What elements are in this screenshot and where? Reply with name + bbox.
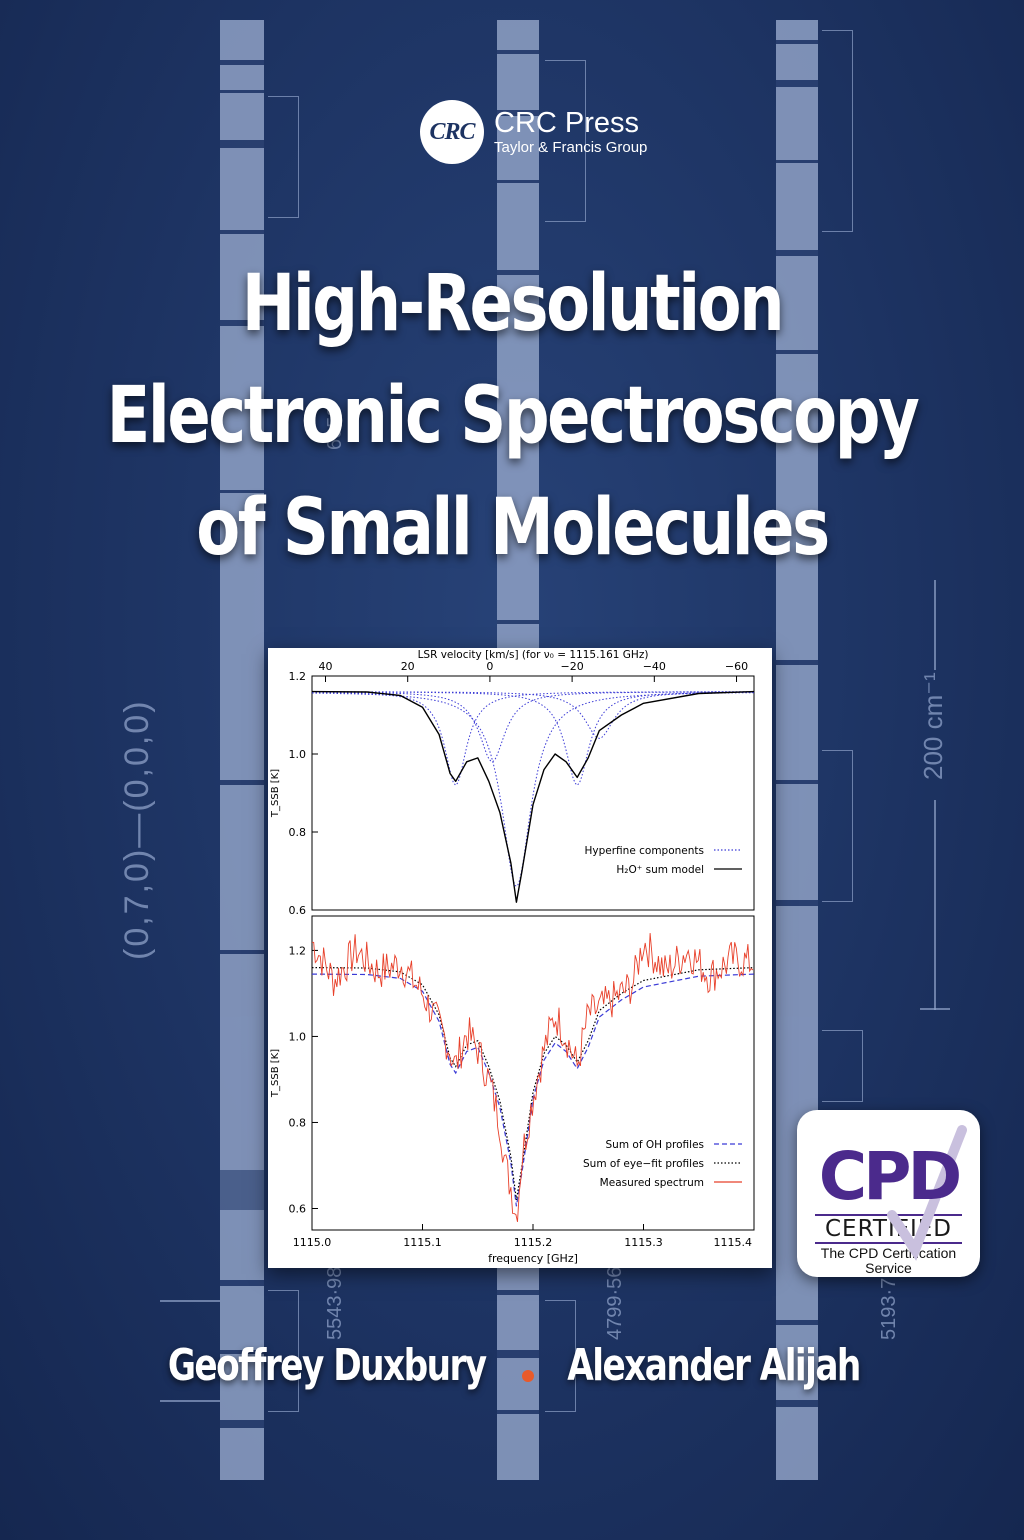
- scale-label: 200 cm⁻¹: [918, 672, 948, 780]
- panel-2-ytick-label: 0.6: [289, 1202, 307, 1215]
- publisher-name: CRC Press: [494, 107, 640, 139]
- title-line-3: of Small Molecules: [196, 483, 830, 573]
- measured-spectrum-line: [311, 933, 754, 1222]
- author-1: Geoffrey Duxbury: [167, 1340, 487, 1391]
- top-axis-label: LSR velocity [km/s] (for ν₀ = 1115.161 G…: [418, 649, 649, 661]
- authors: Geoffrey Duxbury Alexander Alijah: [0, 1340, 1024, 1391]
- legend-entry: Hyperfine components: [585, 845, 705, 857]
- xtick-label: 1115.2: [514, 1236, 553, 1249]
- wavelength-2: 5543·98: [324, 1266, 346, 1340]
- top-tick-label: −60: [725, 660, 748, 673]
- panel-2-ytick-label: 1.0: [289, 1030, 307, 1043]
- title-line-2: Electronic Spectroscopy: [106, 371, 920, 461]
- hyperfine-component-line: [312, 691, 754, 739]
- hyperfine-component-line: [312, 691, 754, 786]
- cpd-service-label: The CPD Certification Service: [797, 1246, 980, 1276]
- panel-1-frame: [311, 675, 755, 911]
- legend-entry: Sum of OH profiles: [606, 1139, 704, 1151]
- legend-entry: Sum of eye−fit profiles: [583, 1158, 704, 1170]
- cpd-service-line-2: Service: [865, 1260, 912, 1276]
- publisher-logo: CRC CRC Press Taylor & Francis Group: [420, 100, 647, 164]
- xtick-label: 1115.1: [403, 1236, 442, 1249]
- cpd-mark: CPD: [818, 1138, 963, 1215]
- panel-2-ylabel: T_SSB [K]: [270, 1049, 281, 1098]
- top-tick-label: 20: [401, 660, 415, 673]
- publisher-group: Taylor & Francis Group: [494, 139, 648, 156]
- top-tick-label: −20: [561, 660, 584, 673]
- wavelength-4: 5193·79: [878, 1266, 900, 1340]
- oh-profiles-line: [311, 973, 755, 1207]
- title-line-1: High-Resolution: [241, 259, 785, 349]
- panel-1-ytick-label: 0.6: [289, 904, 307, 917]
- wavelength-3: 4799·56: [604, 1266, 626, 1340]
- panel-1-ytick-label: 1.2: [289, 670, 307, 683]
- cpd-certified-badge: CPD CERTIFIED The CPD Certification Serv…: [797, 1110, 980, 1277]
- top-tick-label: 40: [318, 660, 332, 673]
- hyperfine-component-line: [312, 691, 754, 786]
- spectrogram-strip-left: [220, 20, 264, 1480]
- panel-1-ytick-label: 0.8: [289, 826, 307, 839]
- panel-2-ytick-label: 1.2: [289, 944, 307, 957]
- band-label: (0,7,0)—(0,0,0): [118, 699, 156, 960]
- author-separator-dot: [522, 1369, 535, 1382]
- legend-entry: Measured spectrum: [600, 1177, 704, 1189]
- crc-logo-icon: CRC: [420, 100, 484, 164]
- xtick-label: 1115.0: [293, 1236, 332, 1249]
- hyperfine-component-line: [312, 691, 754, 762]
- xtick-label: 1115.3: [624, 1236, 663, 1249]
- checkmark-icon: [887, 1125, 967, 1261]
- spectrum-figure: 1.2 1.0 0.8 0.6 T_SSB [K] Hyperfine component…: [268, 648, 772, 1268]
- eye-fit-profiles-line: [311, 967, 755, 1200]
- xlabel: frequency [GHz]: [488, 1252, 578, 1265]
- book-title: High-Resolution Electronic Spectroscopy …: [0, 248, 1024, 584]
- xtick-label: 1115.4: [714, 1236, 753, 1249]
- panel-1-ylabel: T_SSB [K]: [270, 769, 281, 818]
- spectrum-figure-svg: 1.2 1.0 0.8 0.6 T_SSB [K] Hyperfine component…: [270, 649, 755, 1265]
- panel-1-ytick-label: 1.0: [289, 748, 307, 761]
- top-tick-label: 0: [486, 660, 493, 673]
- panel-2-ytick-label: 0.8: [289, 1116, 307, 1129]
- author-2: Alexander Alijah: [567, 1340, 861, 1391]
- cpd-service-line-1: The CPD Certification: [820, 1245, 957, 1261]
- sum-model-line: [311, 690, 755, 903]
- legend-entry: H₂O⁺ sum model: [616, 864, 704, 876]
- top-tick-label: −40: [643, 660, 666, 673]
